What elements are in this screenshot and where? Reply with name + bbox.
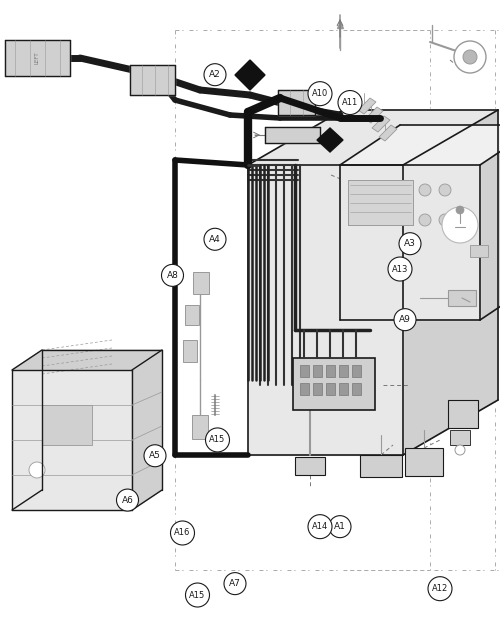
Circle shape — [162, 265, 184, 286]
FancyBboxPatch shape — [339, 365, 348, 377]
Circle shape — [144, 445, 166, 467]
FancyBboxPatch shape — [183, 340, 197, 362]
FancyBboxPatch shape — [352, 383, 361, 395]
FancyBboxPatch shape — [470, 245, 488, 257]
Polygon shape — [265, 127, 320, 143]
FancyBboxPatch shape — [405, 448, 443, 476]
Circle shape — [463, 50, 477, 64]
Circle shape — [170, 521, 194, 545]
Circle shape — [116, 489, 138, 511]
FancyBboxPatch shape — [360, 455, 402, 477]
FancyBboxPatch shape — [326, 365, 335, 377]
FancyBboxPatch shape — [339, 383, 348, 395]
FancyBboxPatch shape — [326, 383, 335, 395]
FancyBboxPatch shape — [448, 290, 476, 306]
Text: A11: A11 — [342, 98, 358, 107]
Polygon shape — [365, 107, 383, 123]
Polygon shape — [372, 116, 390, 132]
Text: A15: A15 — [190, 591, 206, 599]
Circle shape — [338, 91, 362, 115]
Circle shape — [388, 257, 412, 281]
Polygon shape — [235, 60, 265, 90]
FancyBboxPatch shape — [313, 365, 322, 377]
FancyBboxPatch shape — [348, 180, 413, 225]
Circle shape — [439, 184, 451, 196]
Text: A13: A13 — [392, 265, 408, 273]
Text: A10: A10 — [312, 89, 328, 98]
Circle shape — [439, 214, 451, 226]
Circle shape — [419, 214, 431, 226]
Polygon shape — [12, 350, 162, 370]
Circle shape — [206, 428, 230, 452]
Polygon shape — [358, 98, 376, 114]
Polygon shape — [12, 370, 132, 510]
FancyBboxPatch shape — [192, 415, 208, 439]
Polygon shape — [248, 110, 498, 165]
FancyBboxPatch shape — [450, 430, 470, 445]
Polygon shape — [480, 125, 500, 320]
Text: A3: A3 — [404, 239, 416, 248]
Polygon shape — [130, 65, 175, 95]
FancyBboxPatch shape — [352, 365, 361, 377]
Circle shape — [442, 207, 478, 243]
Text: A9: A9 — [399, 315, 411, 324]
Text: A1: A1 — [334, 522, 346, 531]
Circle shape — [456, 206, 464, 214]
Polygon shape — [340, 165, 480, 320]
Text: A16: A16 — [174, 529, 190, 537]
Circle shape — [308, 515, 332, 539]
Text: A5: A5 — [149, 451, 161, 460]
Circle shape — [394, 309, 416, 330]
Text: A12: A12 — [432, 584, 448, 593]
FancyBboxPatch shape — [293, 358, 375, 410]
Text: A15: A15 — [210, 436, 226, 444]
FancyBboxPatch shape — [448, 400, 478, 428]
Circle shape — [399, 233, 421, 254]
Circle shape — [419, 184, 431, 196]
Circle shape — [29, 462, 45, 478]
FancyBboxPatch shape — [185, 305, 199, 325]
FancyBboxPatch shape — [300, 383, 309, 395]
FancyBboxPatch shape — [300, 365, 309, 377]
Polygon shape — [132, 350, 162, 510]
Text: A4: A4 — [209, 235, 221, 244]
FancyBboxPatch shape — [42, 405, 92, 445]
FancyBboxPatch shape — [193, 272, 209, 294]
Circle shape — [455, 445, 465, 455]
Text: A7: A7 — [229, 579, 241, 588]
Polygon shape — [340, 125, 500, 165]
Polygon shape — [317, 128, 343, 152]
Circle shape — [329, 516, 351, 537]
Circle shape — [224, 573, 246, 594]
Circle shape — [308, 82, 332, 106]
FancyBboxPatch shape — [348, 180, 413, 225]
Polygon shape — [278, 90, 315, 115]
Polygon shape — [5, 40, 70, 76]
Circle shape — [186, 583, 210, 607]
Text: A6: A6 — [122, 496, 134, 505]
Circle shape — [454, 41, 486, 73]
FancyBboxPatch shape — [295, 457, 325, 475]
Circle shape — [428, 577, 452, 601]
Circle shape — [204, 64, 226, 85]
FancyBboxPatch shape — [313, 383, 322, 395]
Circle shape — [204, 229, 226, 250]
Text: A8: A8 — [166, 271, 178, 280]
Polygon shape — [248, 165, 403, 455]
Text: LEFT: LEFT — [34, 52, 40, 65]
Polygon shape — [379, 125, 397, 141]
Text: A14: A14 — [312, 522, 328, 531]
Text: A2: A2 — [209, 70, 221, 79]
Polygon shape — [403, 110, 498, 455]
